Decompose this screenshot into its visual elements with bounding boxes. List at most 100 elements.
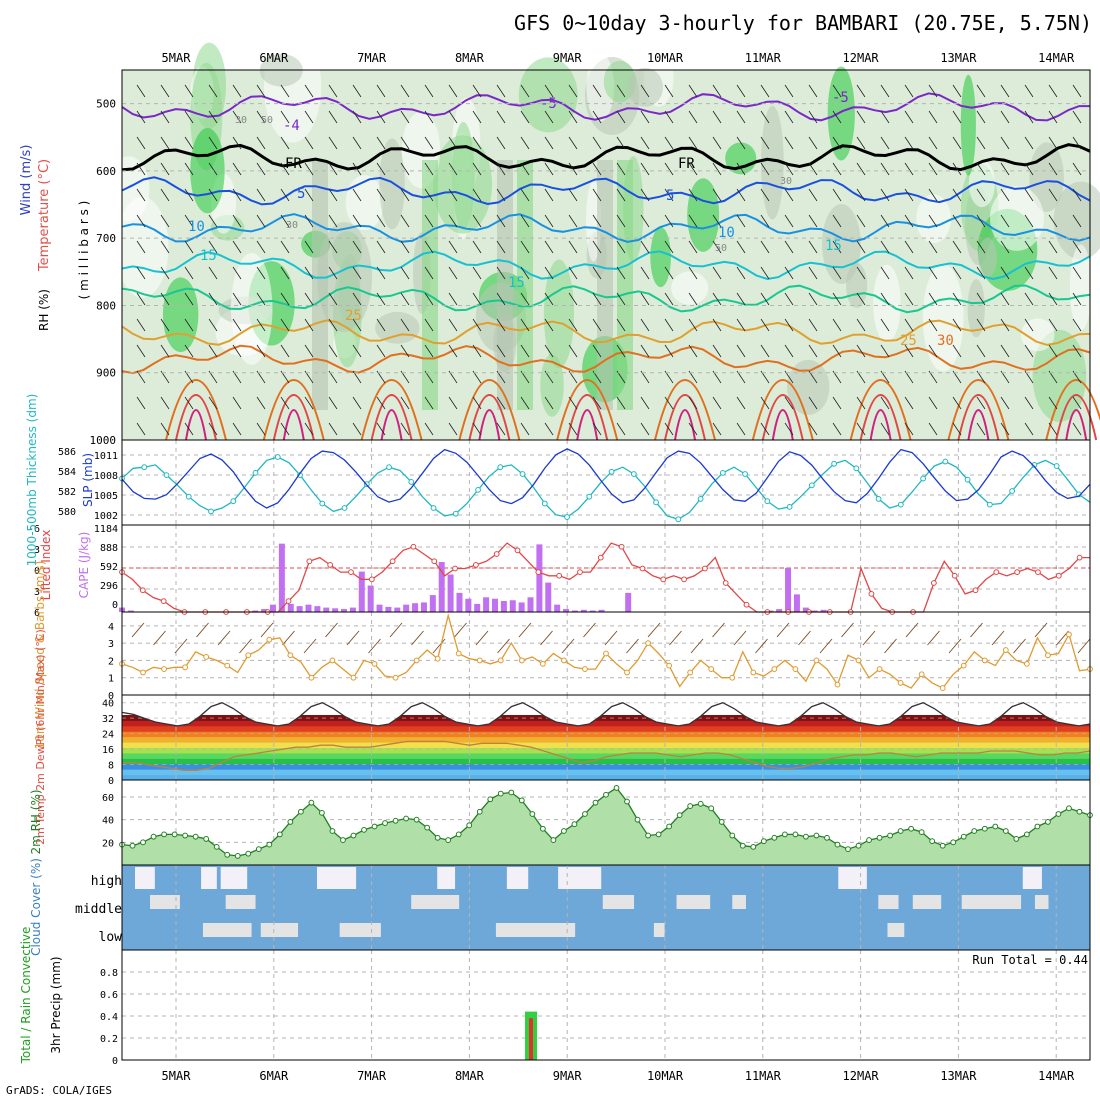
- wind-barb: [952, 396, 962, 410]
- wind-barb: [544, 396, 554, 410]
- thickness-point: [408, 479, 415, 485]
- wind-barb: [712, 266, 722, 280]
- rh2m-point: [466, 822, 473, 829]
- rh-shade-cell: [345, 175, 384, 231]
- wind-barb: [400, 188, 410, 202]
- cape-bar: [429, 595, 436, 612]
- wind-barb: [808, 110, 818, 124]
- wind-barb: [232, 422, 242, 436]
- thickness-point: [1009, 488, 1016, 494]
- rh2m-point: [403, 815, 409, 822]
- rh-shade-cell: [687, 178, 720, 252]
- wind-barb: [376, 344, 386, 358]
- contour-label: -4: [283, 118, 300, 134]
- wind-barb: [640, 292, 650, 306]
- rh-tick-label: 40: [102, 816, 114, 827]
- wind-barb: [1024, 188, 1034, 202]
- rh-shade-cell: [433, 135, 493, 234]
- wind-barb: [952, 422, 962, 436]
- lifted-index-point: [306, 558, 313, 565]
- bottom-date-label: 10MAR: [647, 1069, 684, 1083]
- precip-tick-label: 0: [112, 1056, 118, 1067]
- wind-barb: [496, 162, 506, 176]
- wind-barb: [256, 162, 266, 176]
- rh2m-point: [813, 832, 820, 839]
- wind-barb: [688, 318, 698, 332]
- wind-barb: [592, 162, 602, 176]
- temp-tick-label: 32: [102, 714, 114, 725]
- rh-shade-cell: [1069, 244, 1092, 331]
- wind-barb: [1000, 84, 1010, 98]
- bottom-date-label: 6MAR: [259, 1069, 289, 1083]
- wind-barb: [736, 240, 746, 254]
- wind-barb: [1000, 162, 1010, 176]
- bottom-date-label: 12MAR: [843, 1069, 880, 1083]
- rh-shade-cell: [922, 264, 964, 372]
- wind-barb: [664, 136, 674, 150]
- wind-barb: [856, 84, 866, 98]
- wind-barb: [424, 214, 434, 228]
- wind-barb: [328, 188, 338, 202]
- rh2m-point: [455, 831, 462, 838]
- wind-barb: [136, 292, 146, 306]
- lifted-index-point: [389, 558, 396, 565]
- wind-barb: [928, 344, 938, 358]
- bottom-date-label: 5MAR: [162, 1069, 192, 1083]
- rh2m-point: [1034, 823, 1041, 830]
- wind-barb: [184, 188, 194, 202]
- wind10-point: [582, 666, 588, 672]
- rh-shade-cell: [650, 227, 671, 288]
- wind-barb: [280, 422, 290, 436]
- cape-bar: [420, 602, 427, 612]
- wind-barb: [160, 344, 170, 358]
- wind-barb: [136, 188, 146, 202]
- wind-barb: [976, 292, 986, 306]
- wind-barb: [664, 396, 674, 410]
- rh-shade-cell: [960, 74, 976, 176]
- wind-barb: [952, 266, 962, 280]
- temp-tick-label: 40: [102, 699, 114, 710]
- wind-barb: [520, 162, 530, 176]
- thickness-point: [564, 514, 570, 520]
- wind-barb: [976, 318, 986, 332]
- rh2m-point: [171, 831, 178, 838]
- wind-barb: [496, 422, 506, 436]
- wind-barb: [952, 318, 962, 332]
- wind-barb: [352, 188, 362, 202]
- wind10-point: [792, 666, 799, 672]
- wind-barb: [400, 162, 410, 176]
- wind-barb: [832, 214, 842, 228]
- rh-shade-cell: [375, 311, 420, 344]
- wind-barb-10m: [819, 638, 833, 654]
- temp-color-band: [122, 774, 1090, 781]
- wind-barb: [1024, 84, 1034, 98]
- cape-bar: [474, 603, 481, 612]
- cape-bar: [394, 607, 401, 612]
- wind10-point: [897, 679, 904, 686]
- wind-barb: [592, 240, 602, 254]
- wind-barb-10m: [841, 622, 854, 638]
- wind-barb: [136, 344, 146, 358]
- contour-label: 15: [508, 275, 525, 291]
- wind-barb: [424, 344, 434, 358]
- rh2m-point: [992, 823, 999, 830]
- top-date-label: 9MAR: [553, 51, 583, 65]
- lifted-index-point: [452, 565, 458, 572]
- wind-barb-10m: [389, 622, 403, 638]
- wind-barb-10m: [454, 622, 467, 638]
- wind-barb: [568, 318, 578, 332]
- rh2m-point: [739, 842, 746, 849]
- wind-barb: [376, 110, 386, 124]
- wind-barb: [328, 84, 338, 98]
- ylabel-thickness: 1000-500mb Thickness (dm): [25, 394, 39, 567]
- wind-barb: [880, 136, 890, 150]
- wind-barb: [184, 214, 194, 228]
- wind-barb: [376, 266, 386, 280]
- rh-shade-cell: [787, 359, 830, 415]
- thickness-tick-label: 586: [58, 447, 76, 458]
- wind-barb-10m: [411, 630, 424, 646]
- wind-barb: [976, 162, 986, 176]
- hot-contour: [1045, 379, 1100, 441]
- cape-bar: [403, 604, 410, 612]
- wind-barb: [976, 240, 986, 254]
